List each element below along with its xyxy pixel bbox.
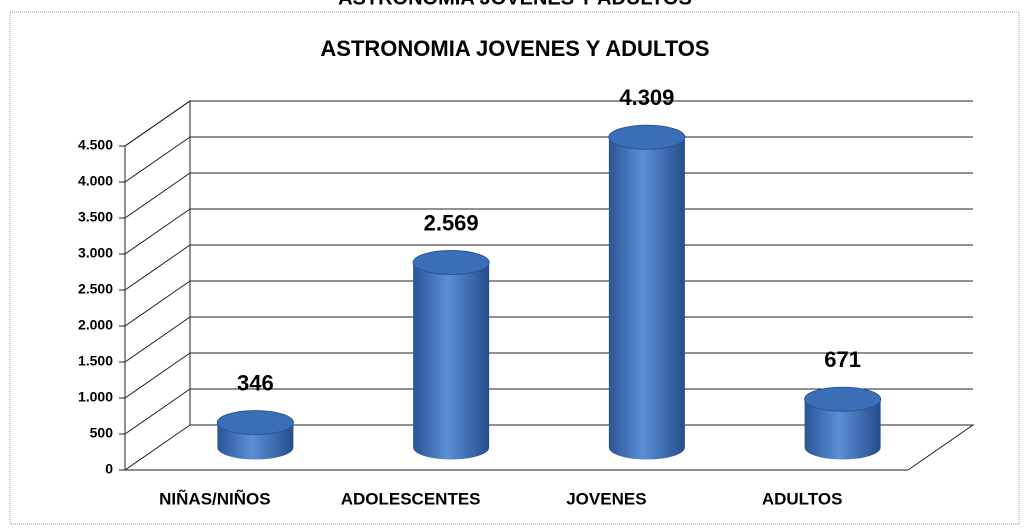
grid-diagonal (124, 424, 191, 471)
chart-frame (9, 11, 1020, 525)
y-tick-label: 0 (105, 461, 113, 477)
grid-diagonal (124, 172, 191, 219)
y-tick-label: 4.500 (78, 137, 113, 153)
x-tick-label: NIÑAS/NIÑOS (159, 488, 270, 508)
y-tick-label: 1.500 (78, 353, 113, 369)
x-tick-label: ADULTOS (762, 489, 843, 508)
y-tick-label: 2.000 (78, 317, 113, 333)
grid-diagonal (124, 208, 191, 255)
cylinder-top (804, 386, 882, 412)
grid-diagonal (124, 100, 191, 147)
grid-diagonal (124, 316, 191, 363)
grid-diagonal (124, 388, 191, 435)
y-tick-label: 2.500 (78, 281, 113, 297)
cylinder (608, 137, 685, 460)
cylinder-top (216, 410, 294, 436)
clipped-header: ASTRONOMIA JOVENES Y ADULTOS (338, 0, 692, 9)
value-label: 2.569 (424, 210, 479, 235)
value-label: 346 (237, 370, 274, 395)
x-tick-label: ADOLESCENTES (341, 489, 481, 508)
y-tick-label: 500 (90, 425, 114, 441)
grid-diagonal (124, 280, 191, 327)
grid-diagonal (124, 136, 191, 183)
grid-diagonal (124, 244, 191, 291)
y-tick-label: 3.500 (78, 209, 113, 225)
x-tick-label: JOVENES (566, 489, 646, 508)
y-tick-label: 4.000 (78, 173, 113, 189)
cylinder (413, 262, 490, 460)
value-label: 671 (824, 347, 861, 372)
grid-diagonal (124, 352, 191, 399)
cylinder (804, 399, 881, 460)
value-label: 4.309 (619, 85, 674, 110)
cylinder-top (608, 124, 686, 150)
chart-title: ASTRONOMIA JOVENES Y ADULTOS (320, 36, 709, 61)
y-tick-label: 3.000 (78, 245, 113, 261)
y-tick-label: 1.000 (78, 389, 113, 405)
cylinder-top (412, 250, 490, 276)
